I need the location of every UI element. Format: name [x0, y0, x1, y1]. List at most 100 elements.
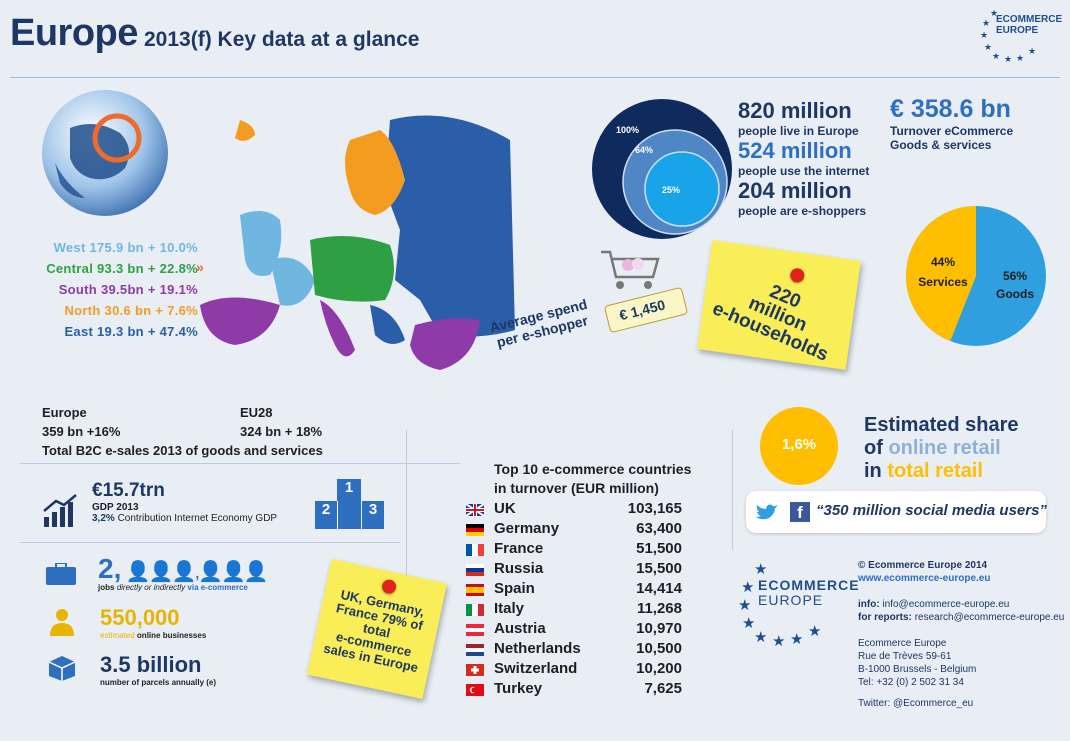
region-north-text: North 30.6 bn + 7.6% [64, 303, 198, 318]
gdp-value: €15.7trn [92, 480, 165, 501]
people-group-icon: 👤👤👤,👤👤👤 [125, 561, 269, 583]
contact-addr3: B-1000 Brussels - Belgium [858, 664, 977, 675]
contact-info-label: info: [858, 599, 880, 610]
top10-title2: in turnover (EUR million) [494, 480, 659, 496]
ecommerce-europe-logo: ★ ★ ★ ★ ★ ★ ★ ★ ECOMMERCE EUROPE [978, 6, 1062, 65]
row-value: 51,500 [636, 540, 682, 557]
parcel-box-icon [48, 654, 76, 682]
parcels-label: number of parcels annually (e) [100, 678, 217, 687]
row-country: Spain [494, 580, 535, 597]
podium-first: 1 [344, 479, 354, 496]
stat-population-label: people live in Europe [738, 124, 859, 138]
svg-text:★: ★ [1016, 54, 1024, 64]
svg-text:★: ★ [1028, 47, 1036, 57]
row-country: Turkey [494, 680, 543, 697]
footer-logo-line1: ECOMMERCE [758, 577, 860, 593]
contact-info-email[interactable]: info@ecommerce-europe.eu [882, 599, 1010, 610]
stat-shoppers-label: people are e-shoppers [738, 204, 867, 218]
contact-reports-email[interactable]: research@ecommerce-europe.eu [914, 612, 1065, 623]
parcels-block: 3.5 billion number of parcels annually (… [100, 652, 320, 687]
jobs-block: 2, 👤👤👤,👤👤👤 jobs directly or indirectly v… [98, 553, 298, 592]
row-value: 103,165 [627, 500, 682, 517]
page-subtitle: 2013(f) Key data at a glance [144, 28, 420, 51]
share-line3a: in [864, 460, 888, 482]
b2c-europe-label: Europe [42, 405, 87, 420]
pie-slice-services [906, 206, 976, 342]
row-country: Netherlands [494, 640, 581, 657]
business-person-icon [48, 608, 76, 636]
footer-logo-line2: EUROPE [758, 592, 824, 608]
jobs-label-c: via e-commerce [187, 583, 248, 592]
contact-twitter[interactable]: Twitter: @Ecommerce_eu [858, 698, 974, 709]
b2c-eu28-value: 324 bn + 18% [240, 424, 323, 439]
row-country: France [494, 540, 544, 557]
svg-text:★: ★ [754, 628, 767, 646]
population-circles: 100% 64% 25% [590, 97, 735, 242]
share-line1: Estimated share [864, 414, 1019, 436]
contact-website[interactable]: www.ecommerce-europe.eu [858, 573, 991, 584]
pushpin-icon [380, 578, 398, 595]
row-country: Italy [494, 600, 525, 617]
share-line2b: online retail [888, 437, 1001, 459]
chevron-right-icon: » [196, 259, 204, 275]
contact-addr2: Rue de Trèves 59-61 [858, 651, 952, 662]
region-south: South 39.5bn + 19.1% [18, 282, 198, 297]
svg-text:★: ★ [754, 560, 767, 578]
row-value: 10,200 [636, 660, 682, 677]
businesses-label-a: estimated [100, 631, 135, 640]
row-value: 11,268 [636, 600, 682, 617]
parcels-value: 3.5 billion [100, 652, 202, 677]
gdp-contribution-label: Contribution Internet Economy GDP [117, 513, 278, 524]
turnover-label2: Goods & services [890, 138, 992, 152]
region-south-text: South 39.5bn + 19.1% [58, 282, 198, 297]
share-circle: 1,6% [760, 407, 838, 485]
row-value: 10,500 [636, 640, 682, 657]
social-text: “350 million social media users” [816, 502, 1047, 519]
stat-internet-value: 524 million [738, 138, 852, 163]
table-row: Spain 14,414 [466, 580, 682, 600]
pie-label-goods-pct: 56% [1002, 269, 1028, 283]
row-country: UK [494, 500, 516, 517]
region-central: Central 93.3 bn + 22.8% [18, 261, 198, 276]
svg-text:★: ★ [738, 596, 751, 614]
jobs-label-b: directly or indirectly [116, 583, 186, 592]
uk-share-note: UK, Germany, France 79% of total e-comme… [307, 559, 447, 699]
row-country: Austria [494, 620, 546, 637]
table-row: Switzerland 10,200 [466, 660, 682, 680]
table-row: Italy 11,268 [466, 600, 682, 620]
logo-line1: ECOMMERCE [996, 14, 1063, 25]
pie-label-services-pct: 44% [930, 255, 956, 269]
twitter-bird-icon [756, 504, 777, 520]
table-row: UK 103,165 [466, 500, 682, 520]
region-north: North 30.6 bn + 7.6% [18, 303, 198, 318]
podium-icon: 1 2 3 [315, 479, 385, 529]
shopping-cart-icon [598, 247, 663, 292]
europe-map [190, 100, 520, 390]
france-flag-icon [466, 544, 484, 556]
turnover-label1: Turnover eCommerce [890, 124, 1014, 138]
population-stats: 820 million people live in Europe 524 mi… [738, 98, 888, 218]
podium-second: 2 [321, 501, 331, 518]
contact-info: © Ecommerce Europe 2014 www.ecommerce-eu… [858, 559, 1068, 710]
svg-text:★: ★ [982, 19, 990, 29]
region-east: East 19.3 bn + 47.4% [18, 324, 198, 339]
svg-text:★: ★ [990, 9, 998, 19]
netherlands-flag-icon [466, 644, 484, 656]
gdp-contribution-pct: 3,2% [92, 513, 115, 524]
businesses-label-b: online businesses [136, 631, 207, 640]
circle-label-25: 25% [662, 185, 681, 195]
share-text: Estimated share of online retail in tota… [864, 414, 1019, 483]
goods-services-pie: 44% Services 56% Goods [905, 205, 1047, 347]
households-note: 220 million e-households [697, 240, 861, 370]
page-title: Europe [10, 12, 138, 54]
turnover-block: € 358.6 bn Turnover eCommerce Goods & se… [890, 95, 1060, 152]
table-row: Russia 15,500 [466, 560, 682, 580]
gdp-label: GDP 2013 [92, 502, 139, 513]
table-row: Germany 63,400 [466, 520, 682, 540]
svg-text:★: ★ [790, 630, 803, 646]
row-value: 10,970 [636, 620, 682, 637]
ecommerce-europe-footer-logo: ★ ★ ★ ★ ★ ★ ★ ★ ECOMMERCE EUROPE [738, 556, 859, 650]
jobs-label-a: jobs [98, 583, 115, 592]
row-value: 15,500 [636, 560, 682, 577]
contact-reports-label: for reports: [858, 612, 912, 623]
